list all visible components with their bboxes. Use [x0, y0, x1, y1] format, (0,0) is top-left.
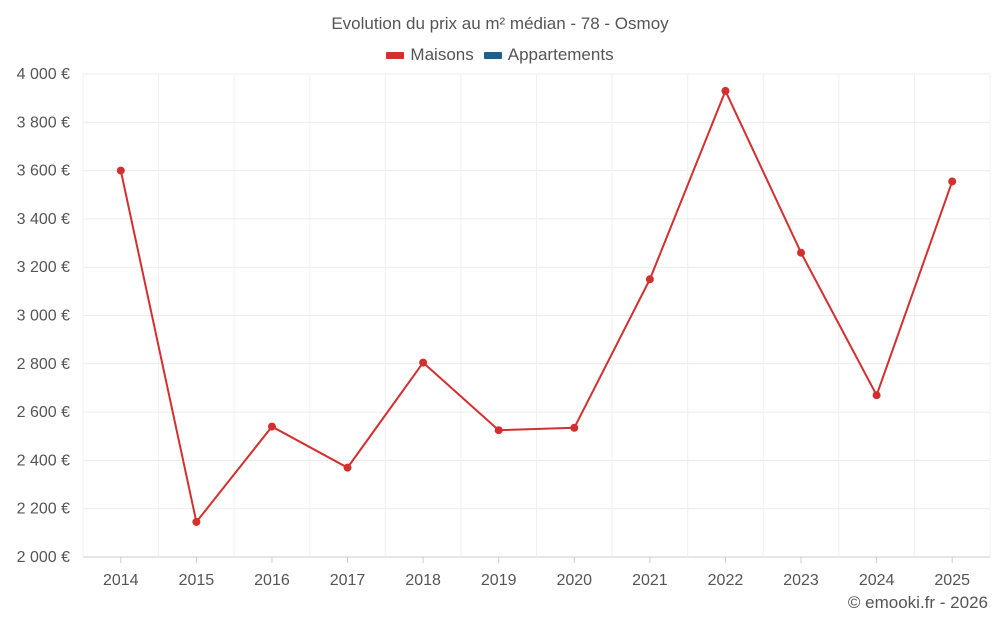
legend-item-appartements[interactable]: Appartements [483, 45, 614, 65]
legend-item-maisons[interactable]: Maisons [386, 45, 474, 65]
x-tick-label: 2025 [934, 572, 970, 589]
data-point [797, 248, 806, 257]
data-point [645, 275, 654, 284]
x-tick-label: 2018 [405, 572, 441, 589]
y-tick-label: 4 000 € [17, 66, 70, 83]
legend-label-appartements: Appartements [507, 45, 614, 64]
x-tick-label: 2022 [708, 572, 744, 589]
x-tick-label: 2020 [556, 572, 592, 589]
data-point [721, 86, 730, 95]
y-tick-label: 2 400 € [17, 452, 70, 469]
y-tick-label: 3 200 € [17, 259, 70, 276]
y-tick-label: 3 600 € [17, 163, 70, 180]
y-tick-label: 2 000 € [17, 549, 70, 566]
x-tick-label: 2023 [783, 572, 819, 589]
x-tick-label: 2024 [859, 572, 895, 589]
x-tick-label: 2017 [330, 572, 366, 589]
data-point [570, 423, 579, 432]
data-point [494, 426, 503, 435]
y-tick-label: 2 800 € [17, 356, 70, 373]
x-tick-label: 2015 [179, 572, 215, 589]
x-tick-label: 2016 [254, 572, 290, 589]
copyright-text: © emooki.fr - 2026 [847, 593, 988, 612]
series-line-maisons [119, 88, 954, 525]
x-tick-label: 2021 [632, 572, 668, 589]
data-point [192, 517, 201, 526]
data-point [267, 422, 276, 431]
data-point [872, 391, 881, 400]
y-tick-label: 2 200 € [17, 501, 70, 518]
chart-legend: Maisons Appartements [0, 45, 1000, 65]
y-tick-label: 3 800 € [17, 114, 70, 131]
y-tick-label: 3 000 € [17, 308, 70, 325]
x-tick-label: 2014 [103, 572, 139, 589]
y-tick-label: 3 400 € [17, 211, 70, 228]
chart-title: Evolution du prix au m² médian - 78 - Os… [331, 14, 669, 33]
legend-swatch-appartements [483, 51, 502, 59]
data-point [419, 358, 428, 367]
data-point [948, 177, 957, 186]
data-point [116, 166, 125, 175]
data-point [343, 463, 352, 472]
x-tick-label: 2019 [481, 572, 517, 589]
legend-swatch-maisons [386, 51, 405, 59]
legend-label-maisons: Maisons [410, 45, 474, 64]
y-tick-label: 2 600 € [17, 404, 70, 421]
